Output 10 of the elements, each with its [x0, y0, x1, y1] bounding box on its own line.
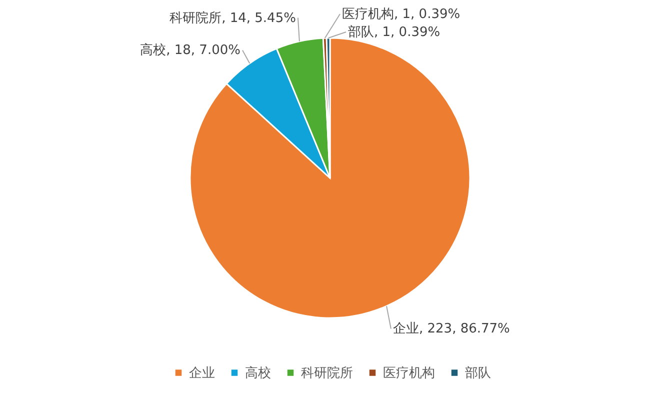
legend-label: 企业 — [189, 366, 215, 381]
legend-label: 高校 — [245, 364, 271, 381]
data-label: 医疗机构, 1, 0.39% — [342, 7, 460, 22]
legend-label: 科研院所 — [301, 366, 353, 381]
legend-label: 医疗机构 — [383, 366, 435, 381]
data-label: 高校, 18, 7.00% — [140, 42, 240, 58]
data-label: 部队, 1, 0.39% — [348, 25, 440, 40]
data-label: 科研院所, 14, 5.45% — [170, 10, 296, 26]
legend-label: 部队 — [465, 366, 491, 381]
data-label: 企业, 223, 86.77% — [392, 322, 510, 337]
